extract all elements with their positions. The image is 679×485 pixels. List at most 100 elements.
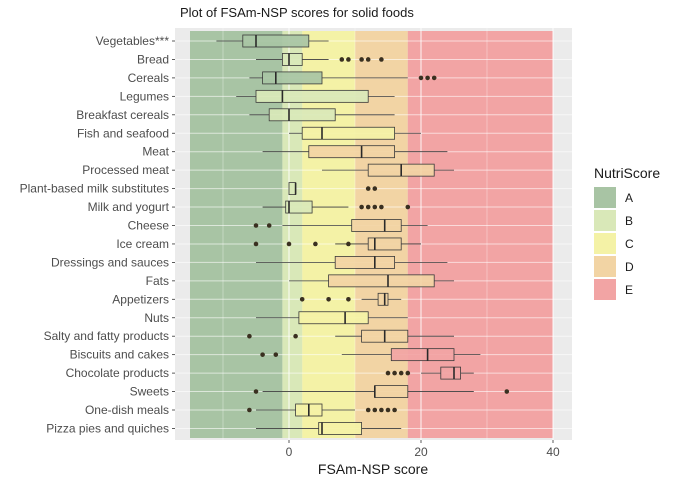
outlier-point [379,407,384,413]
outlier-point [286,241,292,247]
outlier-point [365,186,371,191]
y-tick-label: Appetizers [112,292,169,306]
outlier-point [379,204,384,210]
boxplot-processed-meat [322,163,454,177]
outlier-point [392,407,397,413]
outlier-point [359,204,364,210]
nutriscore-bands [190,31,553,438]
boxplot-fish-and-seafood [289,126,421,140]
box [268,108,336,122]
x-tick-label: 20 [414,445,428,459]
y-tick-label: Pizza pies and quiches [46,421,169,435]
y-tick-label: Nuts [144,311,169,325]
boxplot-plant-based-milk-substitutes [288,182,378,196]
y-tick-label: Dressings and sauces [51,255,169,269]
legend-label-d: D [625,260,634,274]
legend-label-a: A [625,191,633,205]
y-tick-label: Legumes [120,89,169,103]
boxplot-one-dish-meals [247,403,397,417]
outlier-point [372,186,378,191]
y-axis: Vegetables*** Bread Cereals Legumes Breakfas… [20,34,175,435]
x-tick-label: 40 [546,445,560,459]
outlier-point [365,407,371,413]
boxplot-appetizers [299,292,402,306]
outlier-point [299,297,305,302]
y-tick-label: One-dish meals [85,403,169,417]
boxplot-nuts [256,311,408,325]
y-tick-label: Cereals [128,71,169,85]
outlier-point [253,389,259,394]
outlier-point [339,57,345,62]
y-tick-label: Processed meat [82,163,169,177]
box [242,34,310,48]
outlier-point [253,223,259,228]
outlier-point [385,407,391,413]
outlier-point [247,407,252,413]
boxplot-pizza-pies-and-quiches [256,422,402,435]
boxplot-salty-and-fatty-products [247,329,454,343]
legend-title: NutriScore [594,165,660,181]
box [308,145,395,159]
outlier-point [273,352,279,357]
band-e [407,31,553,438]
legend-label-b: B [625,214,633,228]
outlier-point [418,75,424,81]
outlier-point [504,389,510,394]
box [440,366,461,380]
boxplots [216,34,510,435]
legend-swatch-b [594,210,616,231]
box [318,422,363,435]
outlier-point [405,370,411,376]
boxplot-sweets [253,385,510,398]
outlier-point [398,370,404,376]
outlier-point [346,241,351,247]
boxplot-cheese [253,219,428,232]
legend-swatch-a [594,187,616,208]
x-axis: 0 20 40 [286,440,560,459]
outlier-point [346,297,351,302]
boxplot-biscuits-and-cakes [260,348,481,362]
box [288,182,296,196]
boxplot-chocolate-products [385,366,474,380]
outlier-point [405,204,411,210]
box [281,53,303,66]
boxplot-vegetables [216,34,329,48]
box [301,126,396,140]
x-tick-label: 0 [286,445,293,459]
box [255,89,369,103]
y-tick-label: Vegetables*** [96,34,170,48]
y-tick-label: Ice cream [116,237,169,251]
legend-swatch-d [594,256,616,277]
y-tick-label: Milk and yogurt [88,200,170,214]
box [334,255,396,269]
box [328,274,435,288]
y-tick-label: Fish and seafood [77,126,169,140]
outlier-point [359,57,364,62]
box [377,292,389,306]
box [367,237,402,251]
box [351,219,402,232]
y-tick-label: Cheese [128,219,170,233]
box [390,348,455,362]
outlier-point [365,57,371,62]
outlier-point [260,352,265,357]
outlier-point [365,204,371,210]
y-tick-label: Salty and fatty products [44,329,169,343]
boxplot-dressings-and-sauces [256,255,448,269]
outlier-point [385,370,391,376]
boxplot-meat [262,145,448,159]
box [285,200,313,214]
box [262,71,323,85]
y-tick-label: Sweets [130,385,169,399]
y-tick-label: Bread [137,52,169,66]
boxplot-ice-cream [253,237,421,251]
outlier-point [247,333,252,339]
outlier-point [346,57,351,62]
outlier-point [313,241,318,247]
boxplot-fats [289,274,454,288]
y-tick-label: Chocolate products [66,366,169,380]
boxplot-cereals [249,71,437,85]
outlier-point [293,333,298,339]
